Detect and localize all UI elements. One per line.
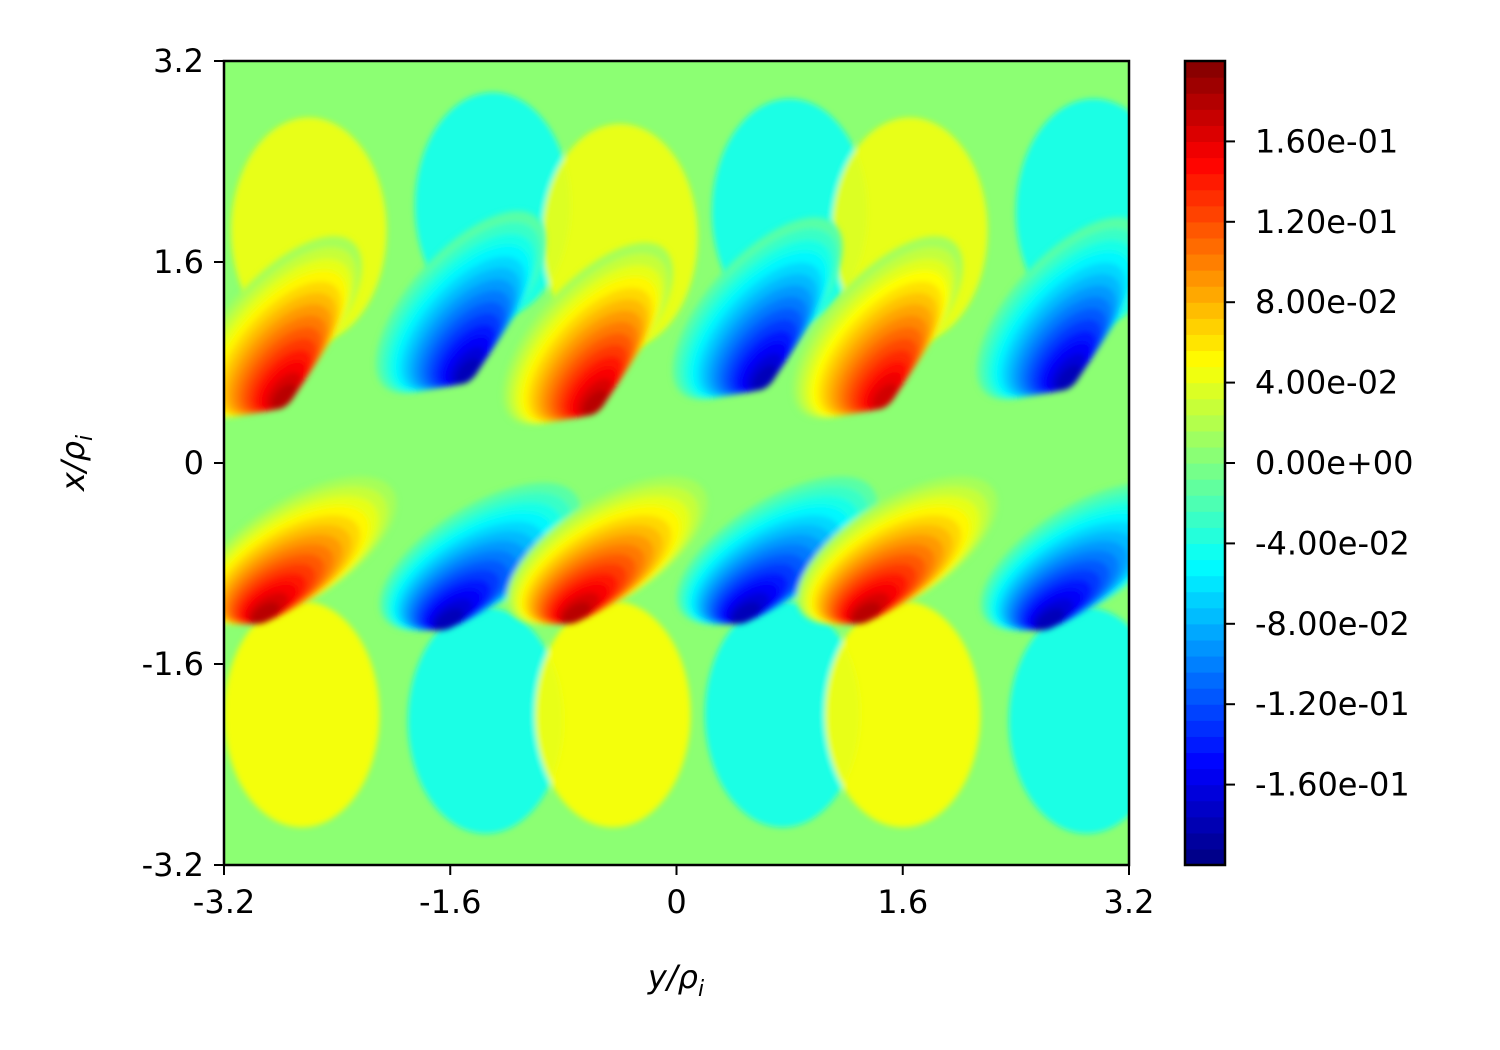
colorbar-segment bbox=[1185, 479, 1225, 496]
x-axis-label: y/ρi bbox=[647, 958, 704, 1002]
x-tick-label: 1.6 bbox=[877, 883, 928, 921]
colorbar-segment bbox=[1185, 607, 1225, 625]
colorbar-segment bbox=[1185, 655, 1225, 673]
colorbar-segment bbox=[1185, 495, 1225, 512]
x-tick-label: -1.6 bbox=[419, 883, 481, 921]
colorbar-segment bbox=[1185, 221, 1225, 239]
colorbar-segment bbox=[1185, 302, 1225, 319]
colorbar-tick-label: 0.00e+00 bbox=[1255, 444, 1413, 482]
colorbar-segment bbox=[1185, 270, 1225, 287]
colorbar-segment bbox=[1185, 623, 1225, 641]
lower-vortex-0 bbox=[224, 476, 397, 625]
colorbar-segment bbox=[1185, 141, 1225, 159]
colorbar-segment bbox=[1185, 61, 1225, 78]
colorbar-segment bbox=[1185, 527, 1225, 544]
colorbar-segment bbox=[1185, 157, 1225, 175]
colorbar-segment bbox=[1185, 543, 1225, 561]
colorbar-segment bbox=[1185, 511, 1225, 528]
upper-vortex-4 bbox=[792, 236, 963, 419]
lower-vortex-4 bbox=[796, 476, 998, 625]
colorbar-segment bbox=[1185, 639, 1225, 657]
colorbar-tick-label: 4.00e-02 bbox=[1255, 364, 1398, 402]
colorbar-segment bbox=[1185, 463, 1225, 480]
colorbar-segment bbox=[1185, 688, 1225, 705]
colorbar-segment bbox=[1185, 832, 1225, 850]
upper-vortex-1 bbox=[375, 211, 546, 394]
colorbar-segment bbox=[1185, 286, 1225, 303]
colorbar bbox=[1183, 59, 1227, 867]
colorbar-segment bbox=[1185, 720, 1225, 737]
colorbar-segment bbox=[1185, 189, 1225, 207]
colorbar-segment bbox=[1185, 848, 1225, 866]
colorbar-segment bbox=[1185, 784, 1225, 802]
colorbar-segment bbox=[1185, 253, 1225, 271]
colorbar-tick-label: 1.20e-01 bbox=[1255, 203, 1398, 241]
lower-vortex-2 bbox=[506, 476, 708, 625]
y-axis: -3.2 -1.6 0 1.6 3.2 bbox=[142, 42, 224, 884]
lower-vortex-5 bbox=[980, 482, 1129, 631]
colorbar-segment bbox=[1185, 430, 1225, 448]
colorbar-segment bbox=[1185, 736, 1225, 754]
colorbar-segment bbox=[1185, 768, 1225, 786]
colorbar-segment bbox=[1185, 125, 1225, 142]
colorbar-segment bbox=[1185, 366, 1225, 384]
colorbar-segment bbox=[1185, 318, 1225, 335]
upper-vortex-0 bbox=[224, 236, 362, 419]
colorbar-segment bbox=[1185, 414, 1225, 432]
x-axis: -3.2 -1.6 0 1.6 3.2 bbox=[193, 865, 1155, 921]
y-tick-label: -3.2 bbox=[142, 846, 204, 884]
colorbar-segment bbox=[1185, 672, 1225, 689]
x-tick-label: 3.2 bbox=[1104, 883, 1155, 921]
colorbar-segment bbox=[1185, 109, 1225, 126]
upper-vortex-2 bbox=[503, 242, 673, 425]
colorbar-segment bbox=[1185, 704, 1225, 721]
colorbar-segment bbox=[1185, 575, 1225, 593]
colorbar-tick-label: -4.00e-02 bbox=[1255, 524, 1410, 562]
colorbar-axis: 1.60e-01 1.20e-01 8.00e-02 4.00e-02 0.00e+00… bbox=[1225, 122, 1413, 804]
colorbar-segment bbox=[1185, 752, 1225, 770]
lower-vortex-1 bbox=[379, 482, 581, 631]
colorbar-tick-label: -1.60e-01 bbox=[1255, 766, 1410, 804]
colorbar-segment bbox=[1185, 382, 1225, 400]
colorbar-segment bbox=[1185, 398, 1225, 416]
colorbar-segment bbox=[1185, 446, 1225, 464]
y-tick-label: 0 bbox=[184, 444, 204, 482]
lower-vortex-3 bbox=[676, 476, 878, 625]
x-tick-label: -3.2 bbox=[193, 883, 255, 921]
colorbar-segment bbox=[1185, 559, 1225, 577]
y-axis-label: x/ρi bbox=[54, 435, 98, 492]
colorbar-segment bbox=[1185, 800, 1225, 818]
colorbar-segment bbox=[1185, 237, 1225, 255]
y-tick-label: 3.2 bbox=[153, 42, 204, 80]
colorbar-tick-label: 8.00e-02 bbox=[1255, 283, 1398, 321]
colorbar-segment bbox=[1185, 591, 1225, 609]
colorbar-tick-label: 1.60e-01 bbox=[1255, 122, 1398, 160]
colorbar-segment bbox=[1185, 350, 1225, 368]
upper-vortex-3 bbox=[672, 217, 843, 400]
colorbar-tick-label: -8.00e-02 bbox=[1255, 605, 1410, 643]
colorbar-tick-label: -1.20e-01 bbox=[1255, 685, 1410, 723]
colorbar-segment bbox=[1185, 77, 1225, 94]
y-tick-label: -1.6 bbox=[142, 645, 204, 683]
colorbar-segment bbox=[1185, 205, 1225, 223]
y-tick-label: 1.6 bbox=[153, 243, 204, 281]
x-tick-label: 0 bbox=[666, 883, 686, 921]
colorbar-segment bbox=[1185, 173, 1225, 191]
colorbar-segment bbox=[1185, 816, 1225, 834]
upper-vortex-5 bbox=[976, 217, 1129, 400]
colorbar-segment bbox=[1185, 93, 1225, 110]
colorbar-segment bbox=[1185, 334, 1225, 352]
plot-area bbox=[222, 59, 1131, 867]
